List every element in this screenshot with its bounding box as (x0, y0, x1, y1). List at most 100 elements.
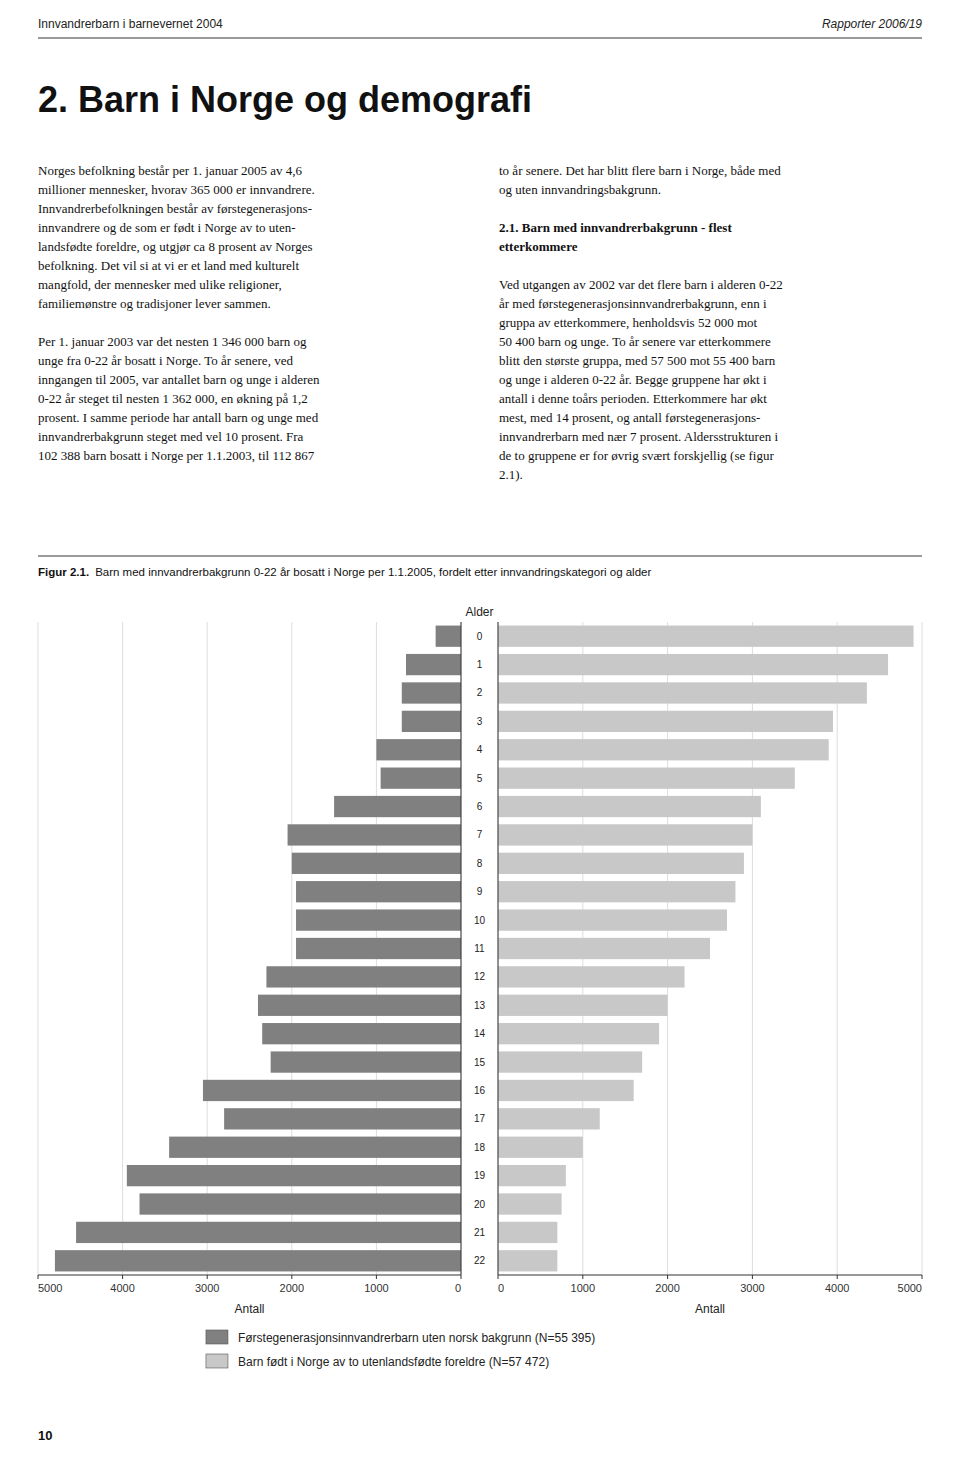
tick-mark (667, 1275, 668, 1279)
bar (296, 909, 461, 930)
category-label: 22 (474, 1255, 486, 1266)
body-text: 0-22 år steget til nesten 1 362 000, en … (38, 391, 308, 406)
bar (498, 1051, 642, 1072)
body-text: 50 400 barn og unge. To år senere var et… (499, 334, 771, 349)
legend-label: Førstegenerasjonsinnvandrerbarn uten nor… (238, 1331, 595, 1345)
body-text: millioner mennesker, hvorav 365 000 er i… (38, 182, 315, 197)
category-label: 7 (477, 829, 483, 840)
bar (224, 1108, 461, 1129)
body-text: familiemønstre og tradisjoner lever samm… (38, 296, 271, 311)
category-label: 2 (477, 687, 483, 698)
bar (127, 1165, 461, 1186)
bar (498, 768, 795, 789)
tick-label: 0 (455, 1282, 461, 1294)
bar (334, 796, 461, 817)
body-text: Ved utgangen av 2002 var det flere barn … (499, 277, 783, 292)
bar (498, 1250, 557, 1271)
legend-swatch (206, 1330, 228, 1344)
legend-label: Barn født i Norge av to utenlandsfødte f… (238, 1355, 549, 1369)
x-axis-label: Antall (234, 1302, 264, 1316)
section-title: 2. Barn i Norge og demografi (38, 79, 532, 120)
bar (498, 626, 914, 647)
category-label: 13 (474, 1000, 486, 1011)
bar (262, 1023, 461, 1044)
bar (498, 853, 744, 874)
category-label: 17 (474, 1113, 486, 1124)
body-text: inngangen til 2005, var antallet barn og… (38, 372, 320, 387)
grid-line (38, 622, 39, 1275)
bar (498, 1222, 557, 1243)
bar (498, 1137, 583, 1158)
tick-mark (461, 1275, 462, 1279)
bar (498, 1193, 562, 1214)
category-label: 1 (477, 659, 483, 670)
tick-mark (122, 1275, 123, 1279)
bar (498, 881, 735, 902)
zero-line (498, 622, 499, 1275)
tick-label: 5000 (38, 1282, 62, 1294)
body-text: innvandrerbakgrunn steget med vel 10 pro… (38, 429, 304, 444)
body-text: Norges befolkning består per 1. januar 2… (38, 163, 303, 178)
x-axis-label: Antall (695, 1302, 725, 1316)
grid-line (922, 622, 923, 1275)
bar (169, 1137, 461, 1158)
category-label: 14 (474, 1028, 486, 1039)
tick-mark (752, 1275, 753, 1279)
bar (498, 824, 752, 845)
bar (498, 938, 710, 959)
tick-label: 3000 (740, 1282, 764, 1294)
bar (498, 1023, 659, 1044)
category-label: 19 (474, 1170, 486, 1181)
tick-mark (207, 1275, 208, 1279)
x-axis-line (498, 1275, 922, 1276)
bar (498, 1108, 600, 1129)
bar (288, 824, 461, 845)
x-axis-line (38, 1275, 461, 1276)
tick-label: 3000 (195, 1282, 219, 1294)
bar (296, 881, 461, 902)
bar (406, 654, 461, 675)
bar (258, 995, 461, 1016)
tick-label: 2000 (655, 1282, 679, 1294)
body-text: innvandrerbarn med nær 7 prosent. Alders… (499, 429, 778, 444)
body-text: antall i denne toårs perioden. Etterkomm… (499, 391, 767, 406)
grid-line (122, 622, 123, 1275)
category-label: 12 (474, 971, 486, 982)
bar (498, 796, 761, 817)
bar (498, 995, 668, 1016)
bar (498, 966, 685, 987)
tick-mark (922, 1275, 923, 1279)
bar (376, 739, 461, 760)
bar (266, 966, 461, 987)
category-label: 6 (477, 801, 483, 812)
category-label: 16 (474, 1085, 486, 1096)
page: Innvandrerbarn i barnevernet 2004Rapport… (0, 0, 960, 1465)
bar (402, 711, 461, 732)
tick-mark (837, 1275, 838, 1279)
tick-label: 5000 (898, 1282, 922, 1294)
header-rule (38, 38, 922, 39)
tick-label: 2000 (280, 1282, 304, 1294)
page-number: 10 (38, 1428, 52, 1443)
bar (498, 1080, 634, 1101)
grid-line (461, 622, 462, 1275)
category-label: 0 (477, 631, 483, 642)
category-label: 18 (474, 1142, 486, 1153)
caption-rule (38, 556, 922, 557)
tick-label: 0 (498, 1282, 504, 1294)
body-text: gruppa av etterkommere, henholdsvis 52 0… (499, 315, 758, 330)
bar (203, 1080, 461, 1101)
chart-title: Figur 2.1. (38, 566, 89, 578)
body-text: Per 1. januar 2003 var det nesten 1 346 … (38, 334, 307, 349)
bar (140, 1193, 461, 1214)
category-label: 21 (474, 1227, 486, 1238)
grid-line (498, 622, 499, 1275)
bar (76, 1222, 461, 1243)
tick-label: 1000 (571, 1282, 595, 1294)
tick-mark (38, 1275, 39, 1279)
body-text: unge fra 0-22 år bosatt i Norge. To år s… (38, 353, 293, 368)
body-text: 2.1). (499, 467, 523, 482)
body-text: to år senere. Det har blitt flere barn i… (499, 163, 781, 178)
body-text: de to gruppene er for øvrig svært forskj… (499, 448, 774, 463)
subheading: etterkommere (499, 239, 578, 254)
